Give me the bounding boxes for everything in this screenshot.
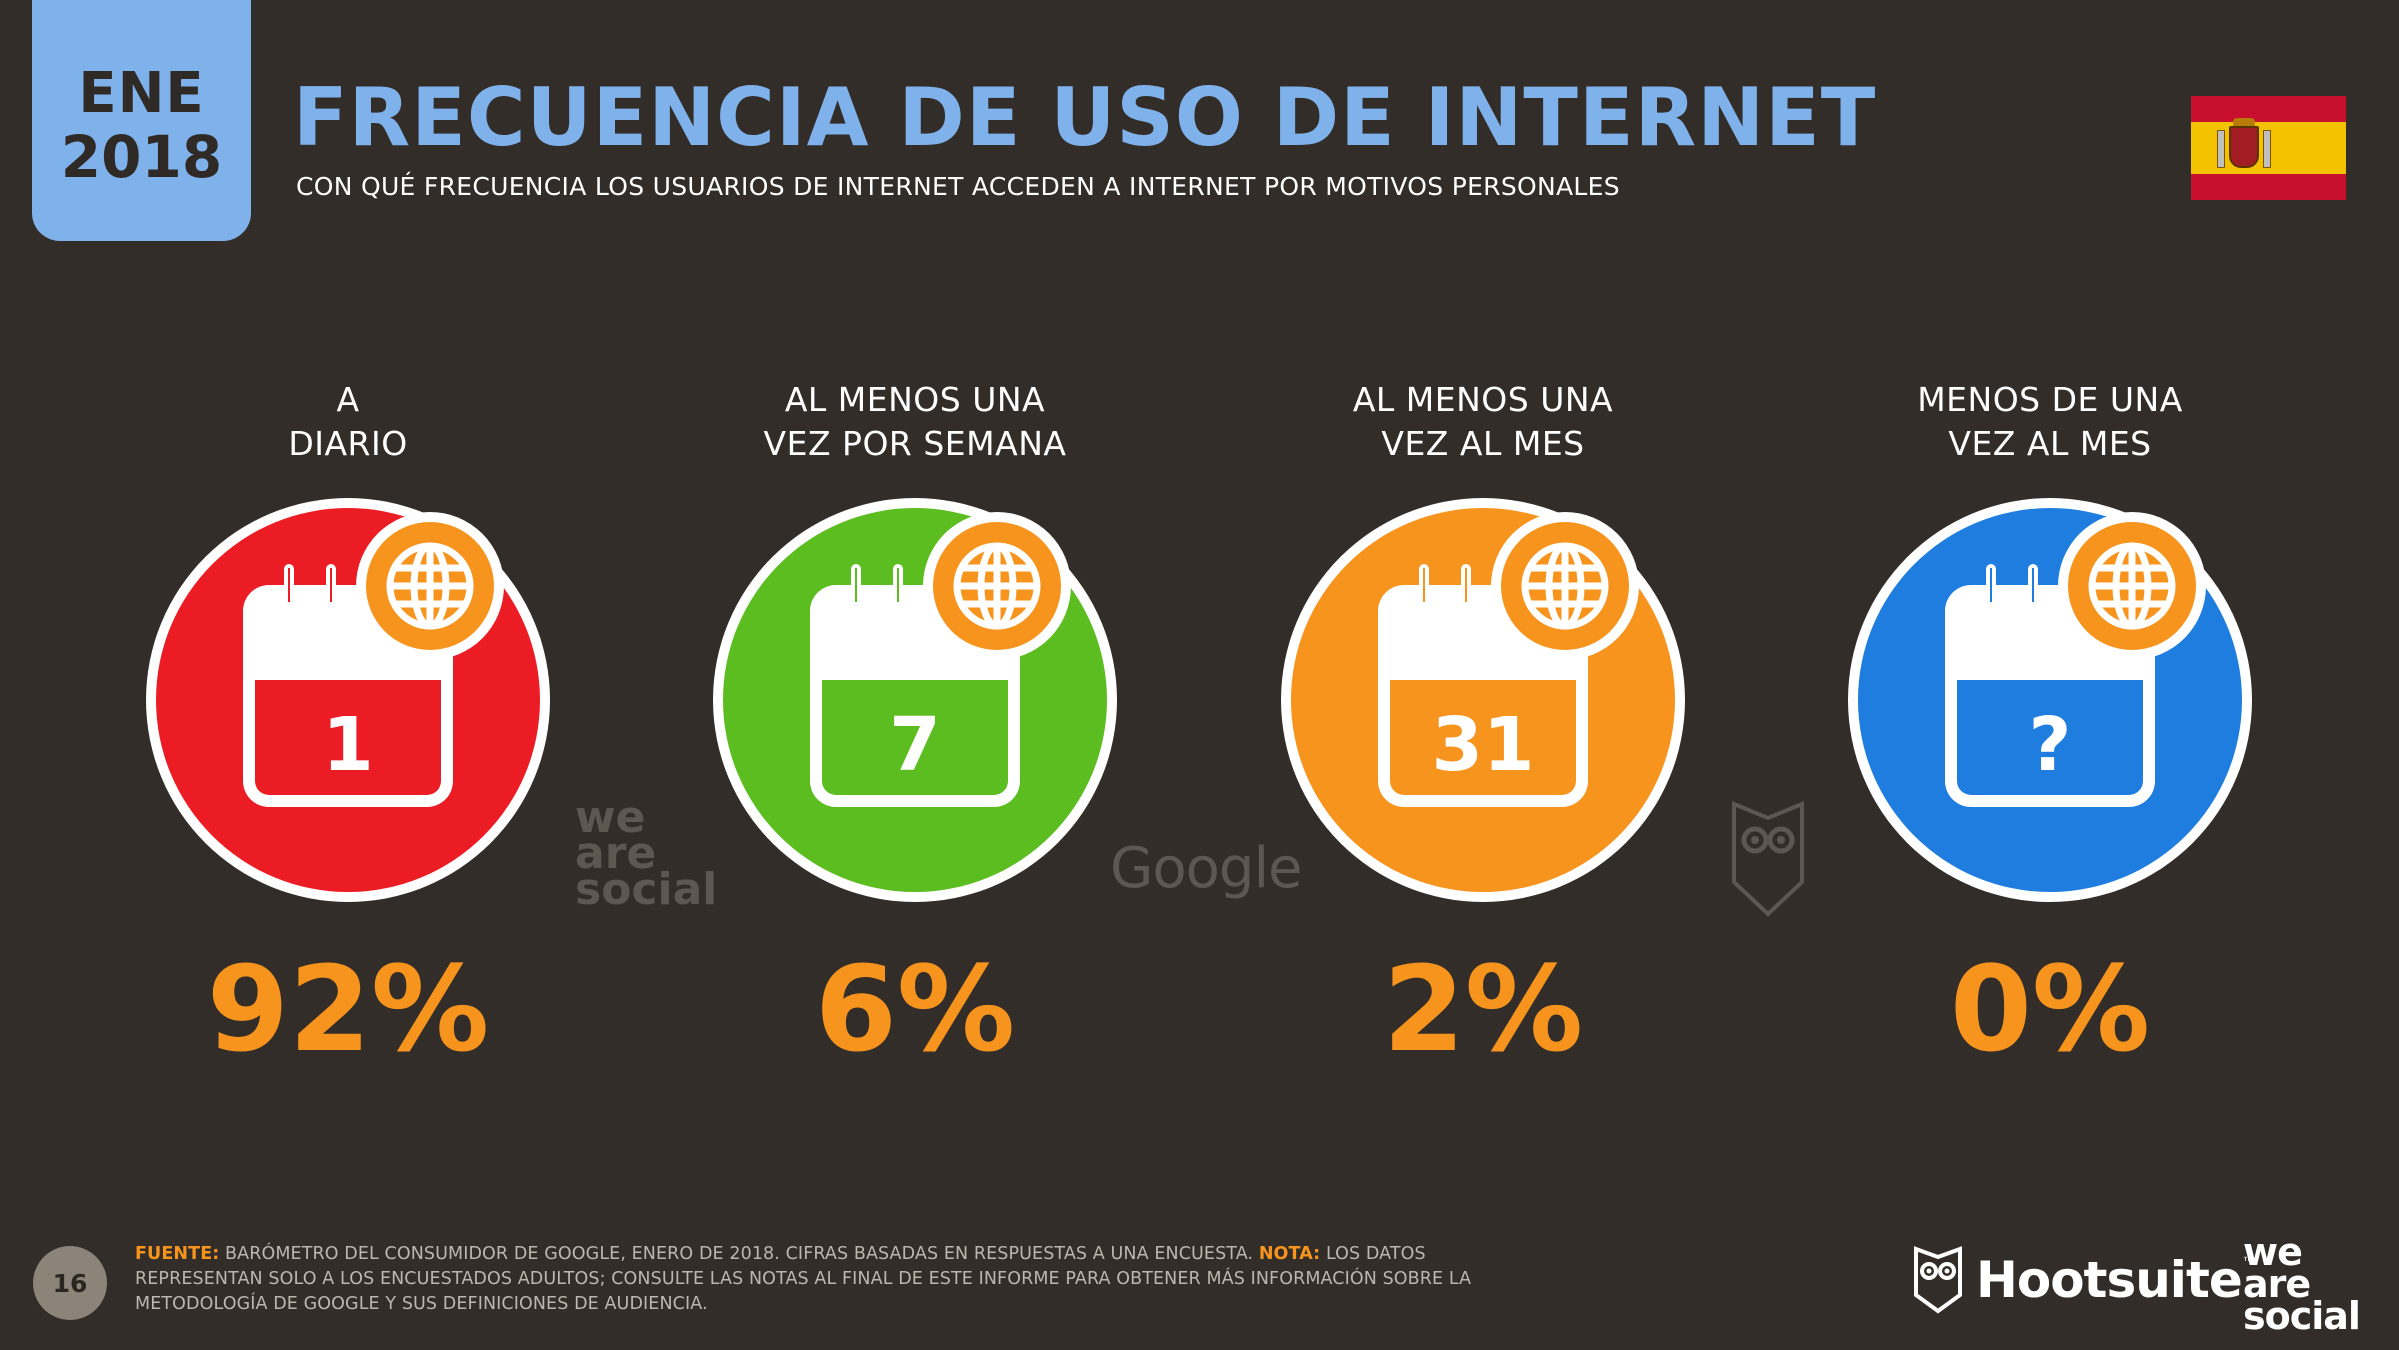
- google-watermark: Google: [1110, 836, 1302, 901]
- date-badge-month: ENE: [78, 60, 205, 126]
- page-subtitle: CON QUÉ FRECUENCIA LOS USUARIOS DE INTER…: [296, 172, 1620, 201]
- frequency-item-daily: A DIARIO 1 92%: [88, 0, 608, 1100]
- frequency-label-line2: DIARIO: [288, 424, 408, 463]
- calendar-body-top: [1390, 680, 1576, 700]
- calendar-ring-left-inner: [1423, 568, 1425, 602]
- calendar-globe-icon: 7: [713, 498, 1117, 902]
- calendar-day-number: 1: [322, 702, 374, 788]
- date-badge: ENE 2018: [32, 0, 251, 241]
- calendar-body-top: [255, 680, 441, 700]
- flag-crown: [2233, 118, 2255, 128]
- logo-social: social: [2243, 1294, 2361, 1338]
- calendar-globe-icon: ?: [1848, 498, 2252, 902]
- calendar-body: [255, 680, 441, 795]
- note-key: NOTA:: [1258, 1244, 1321, 1264]
- globe-icon: [2058, 512, 2206, 660]
- frequency-label-line1: AL MENOS UNA: [784, 380, 1046, 419]
- frequency-label: AL MENOS UNA VEZ AL MES: [1223, 378, 1743, 466]
- page-number: 16: [33, 1246, 107, 1320]
- frequency-label: AL MENOS UNA VEZ POR SEMANA: [655, 378, 1175, 466]
- frequency-percent: 6%: [814, 940, 1016, 1078]
- source-key: FUENTE:: [135, 1244, 220, 1264]
- calendar-globe-icon: 31: [1281, 498, 1685, 902]
- watermark-we: we: [575, 792, 646, 843]
- flag-shield: [2229, 126, 2259, 168]
- frequency-percent: 92%: [206, 940, 490, 1078]
- frequency-percent: 2%: [1382, 940, 1584, 1078]
- date-badge-year: 2018: [60, 122, 223, 191]
- hootsuite-trademark: ™: [2241, 1255, 2256, 1271]
- we-are-social-logo: we are social: [2243, 1230, 2361, 1338]
- globe-icon: [1491, 512, 1639, 660]
- frequency-label-line2: VEZ AL MES: [1381, 424, 1585, 463]
- note-text: LOS DATOS REPRESENTAN SOLO A LOS ENCUEST…: [135, 1244, 1472, 1314]
- calendar-day-number: ?: [2029, 702, 2072, 788]
- calendar-ring-right-inner: [1465, 568, 1467, 602]
- we-are-social-watermark: we are social: [575, 792, 718, 915]
- calendar-ring-right-inner: [897, 568, 899, 602]
- calendar-ring-right-inner: [330, 568, 332, 602]
- calendar-body-top: [822, 680, 1008, 700]
- calendar-body: [1390, 680, 1576, 795]
- frequency-label: MENOS DE UNA VEZ AL MES: [1790, 378, 2310, 466]
- frequency-label-line1: AL MENOS UNA: [1352, 380, 1614, 419]
- calendar-ring-left-inner: [1990, 568, 1992, 602]
- globe-icon: [923, 512, 1071, 660]
- logo-are: are: [2243, 1262, 2311, 1306]
- source-text: BARÓMETRO DEL CONSUMIDOR DE GOOGLE, ENER…: [219, 1244, 1259, 1264]
- hootsuite-logo: Hootsuite ™: [1912, 1245, 2256, 1315]
- frequency-label-line1: A: [336, 380, 360, 419]
- calendar-body: [822, 680, 1008, 795]
- watermark-are: are: [575, 828, 657, 879]
- frequency-item-less-than-monthly: MENOS DE UNA VEZ AL MES ? 0%: [1790, 0, 2310, 1100]
- flag-pillar-left: [2217, 130, 2225, 168]
- frequency-label-line2: VEZ POR SEMANA: [763, 424, 1067, 463]
- hootsuite-owl-icon: [1914, 1246, 1962, 1314]
- page-title: FRECUENCIA DE USO DE INTERNET: [293, 71, 1877, 164]
- spain-flag-icon: [2191, 96, 2346, 200]
- watermark-social: social: [575, 864, 718, 915]
- owl-watermark-icon: [1732, 801, 1804, 917]
- frequency-percent: 0%: [1949, 940, 2151, 1078]
- calendar-ring-left-inner: [288, 568, 290, 602]
- calendar-body-top: [1957, 680, 2143, 700]
- source-footnote: FUENTE: BARÓMETRO DEL CONSUMIDOR DE GOOG…: [135, 1242, 1475, 1317]
- calendar-ring-right-inner: [2032, 568, 2034, 602]
- frequency-label-line2: VEZ AL MES: [1948, 424, 2152, 463]
- globe-icon: [356, 512, 504, 660]
- logo-we: we: [2243, 1230, 2303, 1274]
- calendar-globe-icon: 1: [146, 498, 550, 902]
- flag-pillar-right: [2263, 130, 2271, 168]
- frequency-label: A DIARIO: [88, 378, 608, 466]
- calendar-day-number: 31: [1432, 702, 1535, 788]
- hootsuite-wordmark: Hootsuite: [1976, 1251, 2243, 1309]
- calendar-day-number: 7: [889, 702, 941, 788]
- frequency-item-weekly: AL MENOS UNA VEZ POR SEMANA 7 6%: [655, 0, 1175, 1100]
- calendar-ring-left-inner: [855, 568, 857, 602]
- frequency-item-monthly: AL MENOS UNA VEZ AL MES 31 2%: [1223, 0, 1743, 1100]
- calendar-body: [1957, 680, 2143, 795]
- frequency-label-line1: MENOS DE UNA: [1917, 380, 2183, 419]
